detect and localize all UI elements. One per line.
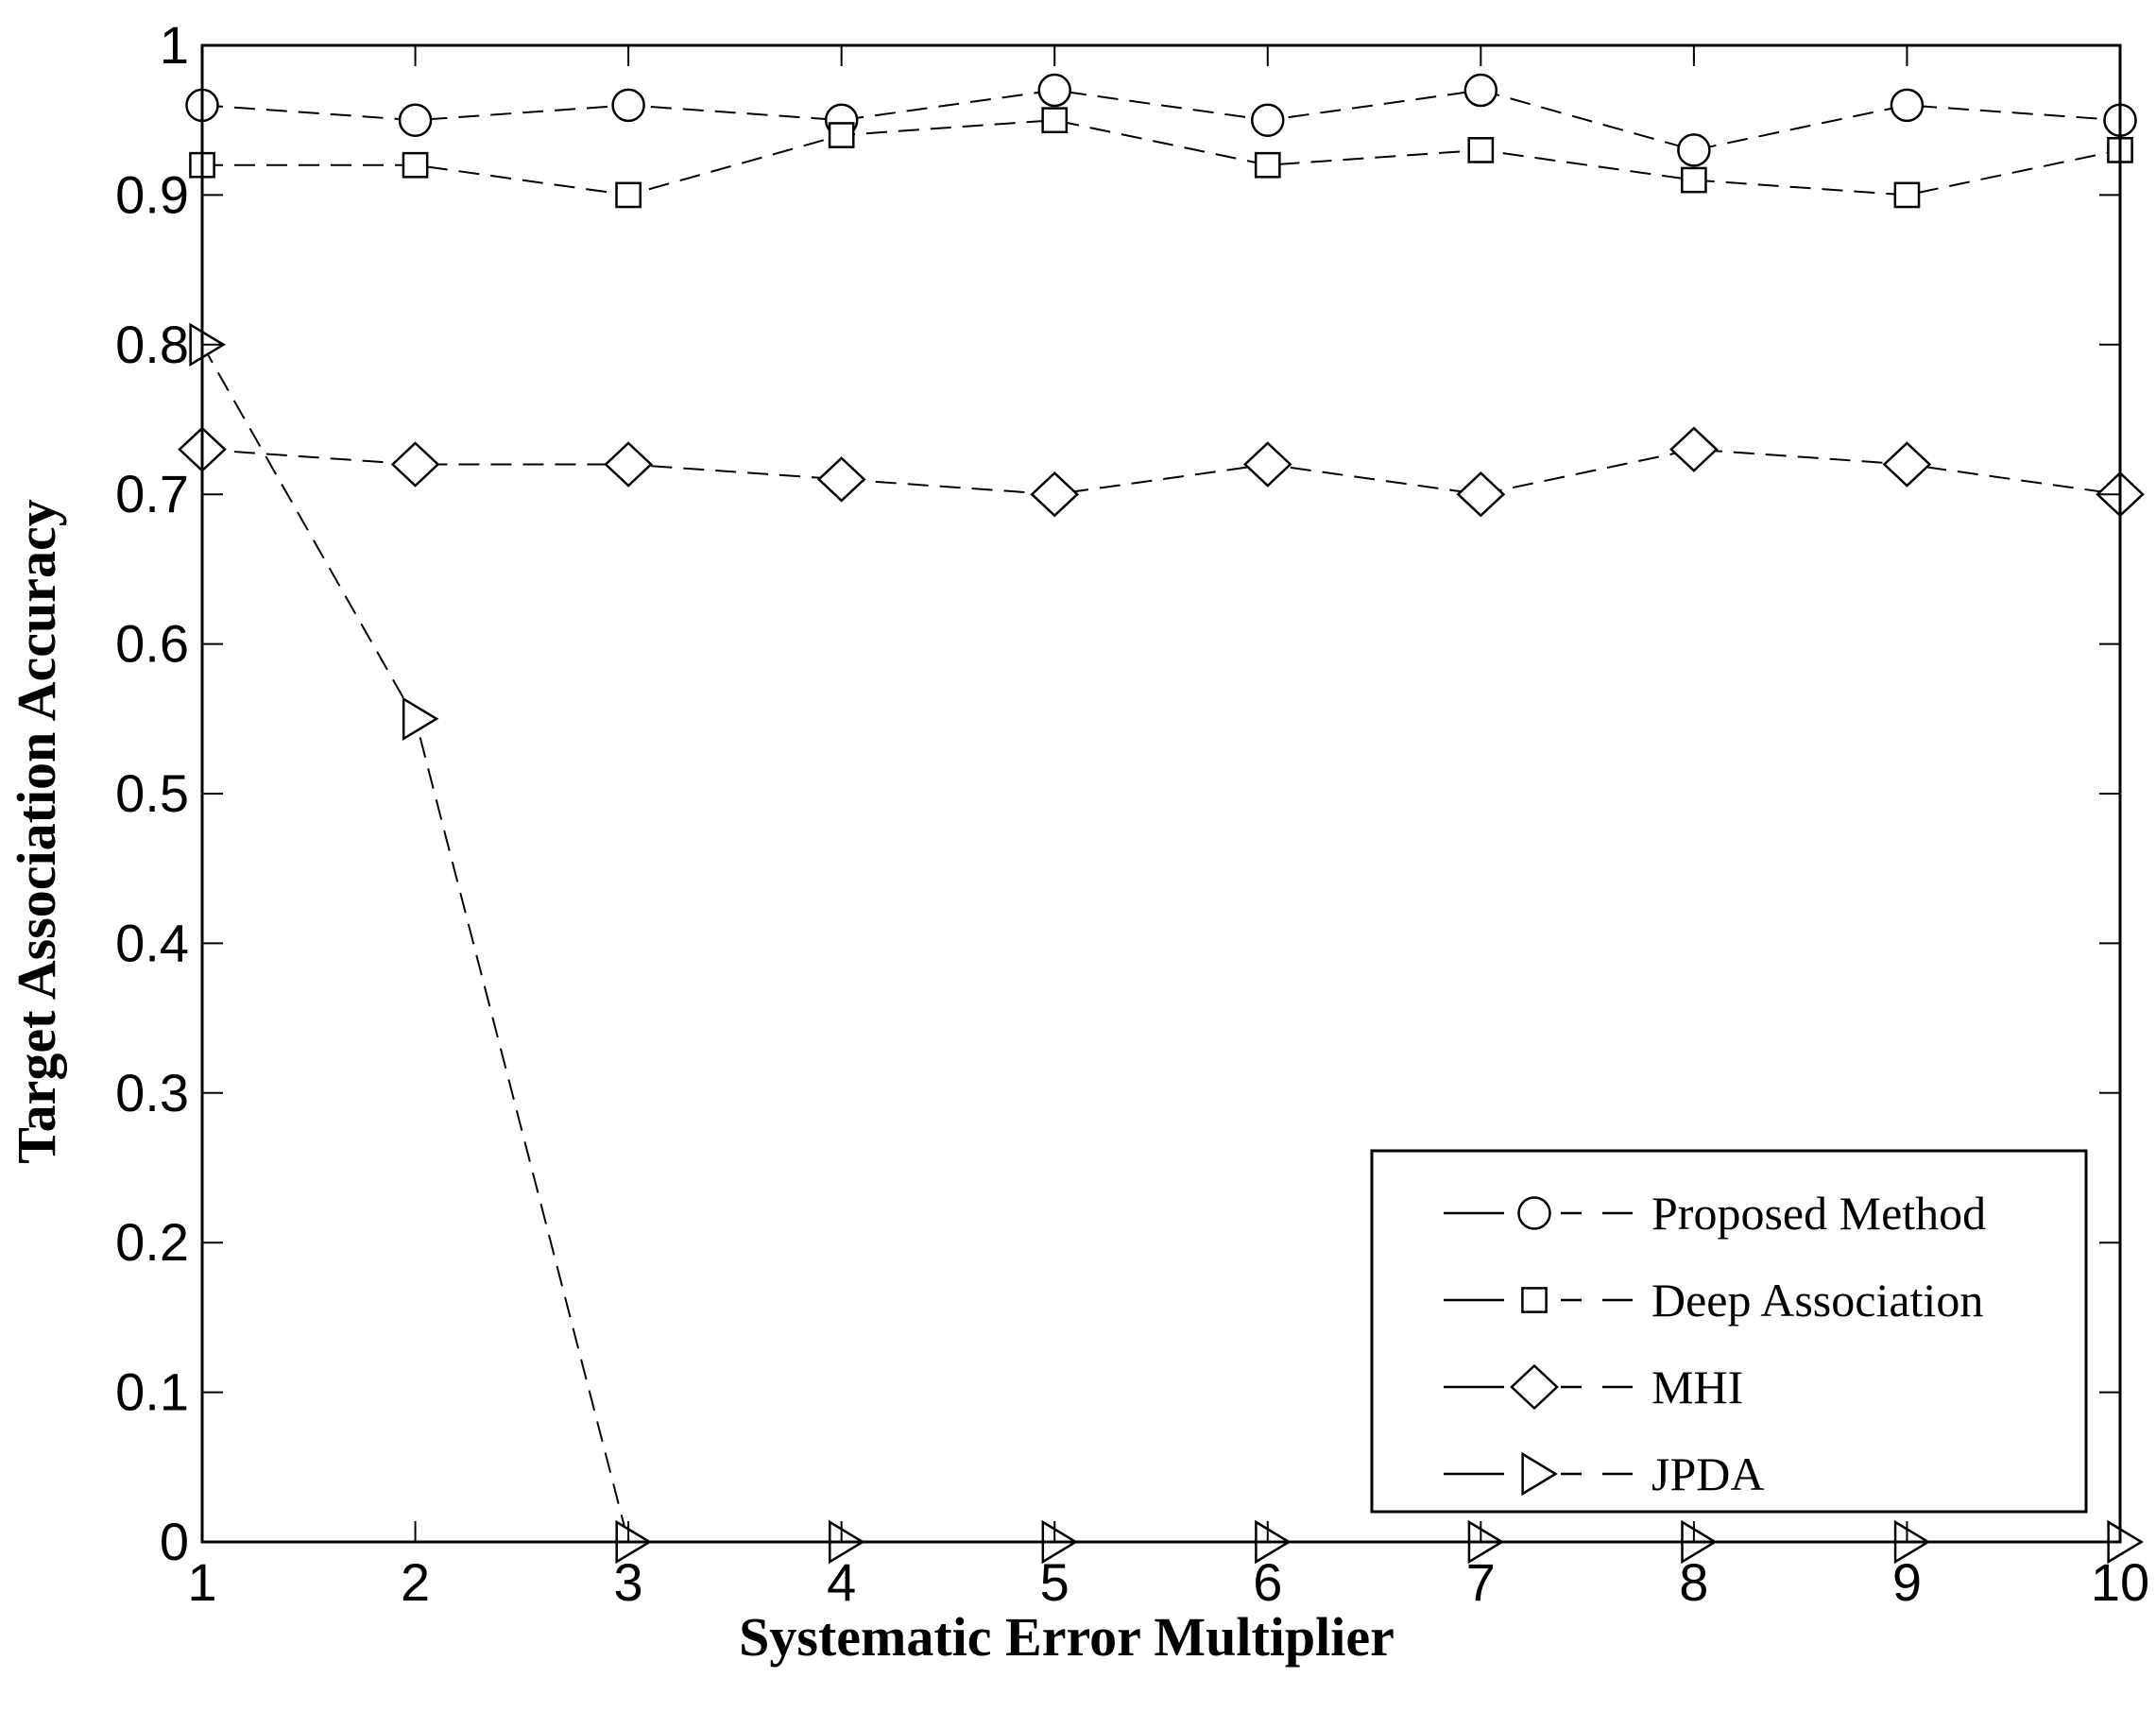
x-tick-label: 9 bbox=[1892, 1552, 1922, 1612]
data-point-square bbox=[1041, 107, 1069, 134]
data-point-square bbox=[402, 151, 429, 179]
legend-label: MHI bbox=[1651, 1361, 1743, 1413]
data-point-circle bbox=[1677, 133, 1711, 167]
legend-entry: Proposed Method bbox=[1444, 1187, 1986, 1240]
x-tick-label: 3 bbox=[614, 1552, 643, 1612]
legend-marker-circle bbox=[1517, 1196, 1551, 1230]
data-point-square bbox=[615, 181, 642, 209]
series-line bbox=[202, 119, 2121, 197]
series-line bbox=[201, 89, 2121, 151]
x-tick-label: 1 bbox=[187, 1552, 216, 1612]
y-tick-label: 1 bbox=[160, 15, 189, 75]
y-tick-label: 0.1 bbox=[115, 1362, 189, 1422]
y-tick-label: 0.5 bbox=[115, 763, 189, 823]
data-point-diamond bbox=[390, 441, 440, 488]
data-point-square bbox=[828, 122, 855, 148]
y-tick-label: 0.3 bbox=[115, 1063, 189, 1122]
x-axis-title: Systematic Error Multiplier bbox=[739, 1606, 1395, 1668]
data-point-diamond bbox=[604, 441, 653, 488]
legend-label: Deep Association bbox=[1651, 1274, 1983, 1327]
series-circle bbox=[185, 73, 2137, 167]
legend-marker-triangle-right bbox=[1521, 1451, 1558, 1497]
data-point-triangle-right bbox=[402, 696, 439, 742]
legend-label: Proposed Method bbox=[1651, 1187, 1986, 1240]
data-point-circle bbox=[1890, 88, 1925, 123]
legend-label: JPDA bbox=[1651, 1447, 1764, 1500]
y-tick-label: 0 bbox=[160, 1512, 189, 1571]
data-point-circle bbox=[611, 88, 645, 123]
y-tick-label: 0.4 bbox=[115, 913, 189, 972]
data-point-circle bbox=[1037, 73, 1071, 108]
data-point-diamond bbox=[1882, 441, 1932, 488]
legend-entry: Deep Association bbox=[1444, 1274, 1983, 1327]
x-tick-label: 8 bbox=[1679, 1552, 1708, 1612]
legend-entry: MHI bbox=[1444, 1361, 1743, 1413]
legend-entry: JPDA bbox=[1444, 1447, 1764, 1500]
data-point-circle bbox=[398, 103, 433, 137]
x-tick-label: 7 bbox=[1466, 1552, 1496, 1612]
data-point-square bbox=[1893, 181, 1921, 209]
y-axis-title: Target Association Accuracy bbox=[6, 499, 67, 1163]
series-square bbox=[189, 107, 2133, 209]
series-line bbox=[201, 448, 2121, 496]
legend-box bbox=[1370, 1149, 2088, 1514]
legend-marker-square bbox=[1521, 1287, 1548, 1313]
x-tick-label: 10 bbox=[2091, 1552, 2149, 1612]
data-point-square bbox=[1681, 166, 1707, 194]
y-tick-label: 0.6 bbox=[115, 614, 189, 674]
data-point-diamond bbox=[816, 456, 866, 503]
y-tick-label: 0.8 bbox=[115, 315, 189, 374]
data-point-square bbox=[1254, 151, 1281, 179]
x-tick-label: 5 bbox=[1040, 1552, 1069, 1612]
data-point-diamond bbox=[1242, 441, 1292, 488]
x-tick-label: 6 bbox=[1253, 1552, 1282, 1612]
y-tick-label: 0.7 bbox=[115, 464, 189, 523]
data-point-square bbox=[1467, 137, 1495, 163]
data-point-circle bbox=[1251, 103, 1285, 137]
data-point-diamond bbox=[1456, 471, 1506, 518]
axis-ticks: 1 2 3 4 5 6 7 8 9 10 0 0.1 0.2 0.3 0.4 0.5 0.6 0.7 0.8 0.9 1 bbox=[115, 15, 2149, 1612]
data-point-diamond bbox=[1669, 426, 1719, 472]
legend: Proposed Method Deep Association MHI JPDA bbox=[1370, 1149, 2088, 1514]
x-tick-label: 2 bbox=[401, 1552, 430, 1612]
y-tick-label: 0.9 bbox=[115, 164, 189, 224]
x-tick-label: 4 bbox=[827, 1552, 856, 1612]
y-tick-label: 0.2 bbox=[115, 1212, 189, 1272]
data-point-diamond bbox=[1030, 471, 1080, 518]
series-diamond bbox=[178, 426, 2145, 518]
legend-entries: Proposed Method Deep Association MHI JPDA bbox=[1444, 1187, 1986, 1500]
data-point-circle bbox=[1463, 73, 1498, 108]
legend-marker-diamond bbox=[1510, 1363, 1559, 1411]
